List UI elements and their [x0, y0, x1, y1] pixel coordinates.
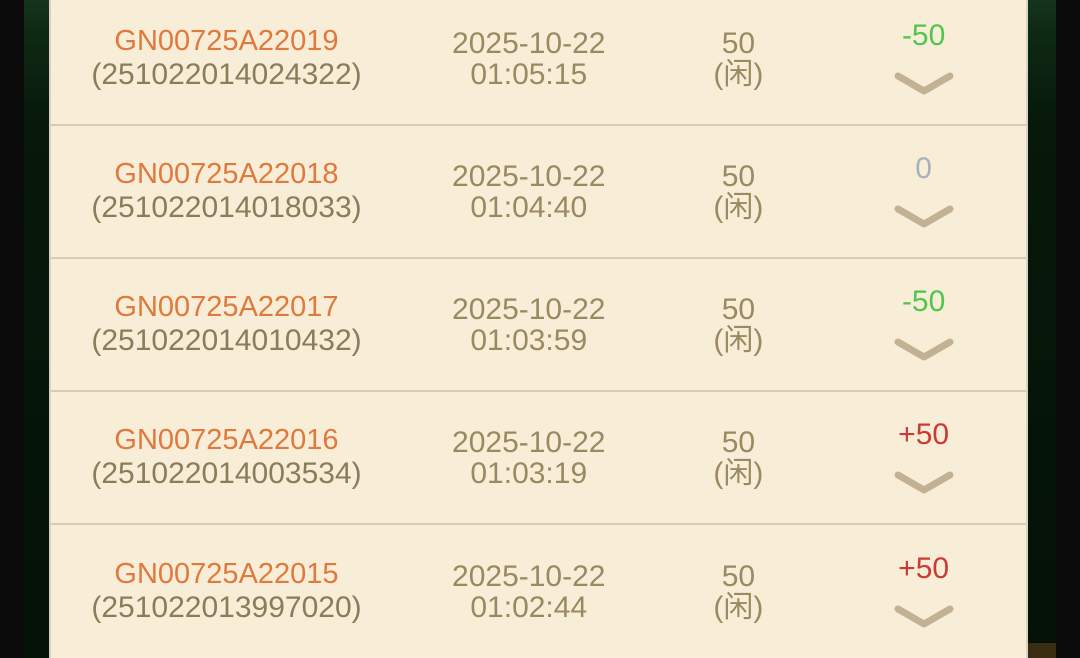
time-cell: 2025-10-22 01:04:40 [402, 161, 656, 223]
chevron-down-icon [894, 205, 954, 227]
chevron-down-icon [894, 605, 954, 627]
result-cell: +50 [821, 417, 1026, 496]
records-list: GN00725A22019 (251022014024322) 2025-10-… [51, 0, 1026, 658]
bet-amount: 50 [721, 159, 756, 193]
record-row[interactable]: GN00725A22018 (251022014018033) 2025-10-… [51, 126, 1026, 259]
table-felt-right [1028, 0, 1056, 658]
result-cell: -50 [821, 284, 1026, 363]
chevron-down-icon [894, 471, 954, 493]
bet-target: (闲) [713, 323, 764, 357]
bet-amount: 50 [721, 292, 756, 326]
bet-cell: 50 (闲) [656, 561, 822, 623]
time-cell: 2025-10-22 01:02:44 [402, 561, 656, 623]
bet-cell: 50 (闲) [656, 28, 822, 90]
game-id: GN00725A22017 [114, 290, 339, 323]
bet-cell: 50 (闲) [656, 161, 822, 223]
expand-row-button[interactable] [893, 71, 955, 97]
bet-time: 01:03:19 [470, 456, 588, 490]
bet-target: (闲) [713, 590, 764, 624]
game-id: GN00725A22019 [114, 24, 339, 57]
serial-number: (251022013997020) [91, 590, 362, 624]
bet-target: (闲) [713, 57, 764, 91]
bet-amount: 50 [721, 425, 756, 459]
serial-number: (251022014003534) [91, 456, 362, 490]
chevron-down-icon [894, 72, 954, 94]
bet-amount: 50 [721, 26, 756, 60]
serial-number: (251022014018033) [91, 190, 362, 224]
records-panel[interactable]: GN00725A22019 (251022014024322) 2025-10-… [49, 0, 1028, 658]
expand-row-button[interactable] [893, 604, 955, 630]
bet-date: 2025-10-22 [452, 292, 606, 326]
game-id: GN00725A22015 [114, 557, 339, 590]
corner-patch [1028, 643, 1056, 658]
right-bezel [1056, 0, 1080, 658]
serial-number: (251022014010432) [91, 323, 362, 357]
bet-cell: 50 (闲) [656, 294, 822, 356]
serial-number: (251022014024322) [91, 57, 362, 91]
game-id-cell: GN00725A22015 (251022013997020) [51, 558, 402, 626]
record-row[interactable]: GN00725A22016 (251022014003534) 2025-10-… [51, 392, 1026, 525]
game-id: GN00725A22016 [114, 423, 339, 456]
game-id-cell: GN00725A22016 (251022014003534) [51, 424, 402, 492]
left-bezel [0, 0, 24, 658]
game-id-cell: GN00725A22017 (251022014010432) [51, 291, 402, 359]
expand-row-button[interactable] [893, 337, 955, 363]
bet-time: 01:04:40 [470, 190, 588, 224]
table-felt-left [24, 0, 49, 658]
bet-cell: 50 (闲) [656, 427, 822, 489]
chevron-down-icon [894, 338, 954, 360]
record-row[interactable]: GN00725A22019 (251022014024322) 2025-10-… [51, 0, 1026, 126]
result-amount: +50 [898, 551, 950, 585]
game-id: GN00725A22018 [114, 157, 339, 190]
bet-date: 2025-10-22 [452, 26, 606, 60]
result-cell: -50 [821, 18, 1026, 97]
result-amount: -50 [901, 284, 946, 318]
bet-date: 2025-10-22 [452, 159, 606, 193]
result-cell: +50 [821, 551, 1026, 630]
bet-date: 2025-10-22 [452, 425, 606, 459]
bet-time: 01:02:44 [470, 590, 588, 624]
expand-row-button[interactable] [893, 470, 955, 496]
record-row[interactable]: GN00725A22015 (251022013997020) 2025-10-… [51, 525, 1026, 658]
result-amount: +50 [898, 417, 950, 451]
record-row[interactable]: GN00725A22017 (251022014010432) 2025-10-… [51, 259, 1026, 392]
result-cell: 0 [821, 151, 1026, 230]
bet-target: (闲) [713, 190, 764, 224]
bet-target: (闲) [713, 456, 764, 490]
result-amount: -50 [901, 18, 946, 52]
bet-time: 01:05:15 [470, 57, 588, 91]
result-amount: 0 [915, 151, 932, 185]
bet-time: 01:03:59 [470, 323, 588, 357]
time-cell: 2025-10-22 01:03:59 [402, 294, 656, 356]
time-cell: 2025-10-22 01:05:15 [402, 28, 656, 90]
bet-date: 2025-10-22 [452, 559, 606, 593]
game-id-cell: GN00725A22018 (251022014018033) [51, 158, 402, 226]
game-id-cell: GN00725A22019 (251022014024322) [51, 25, 402, 93]
expand-row-button[interactable] [893, 204, 955, 230]
time-cell: 2025-10-22 01:03:19 [402, 427, 656, 489]
bet-amount: 50 [721, 559, 756, 593]
